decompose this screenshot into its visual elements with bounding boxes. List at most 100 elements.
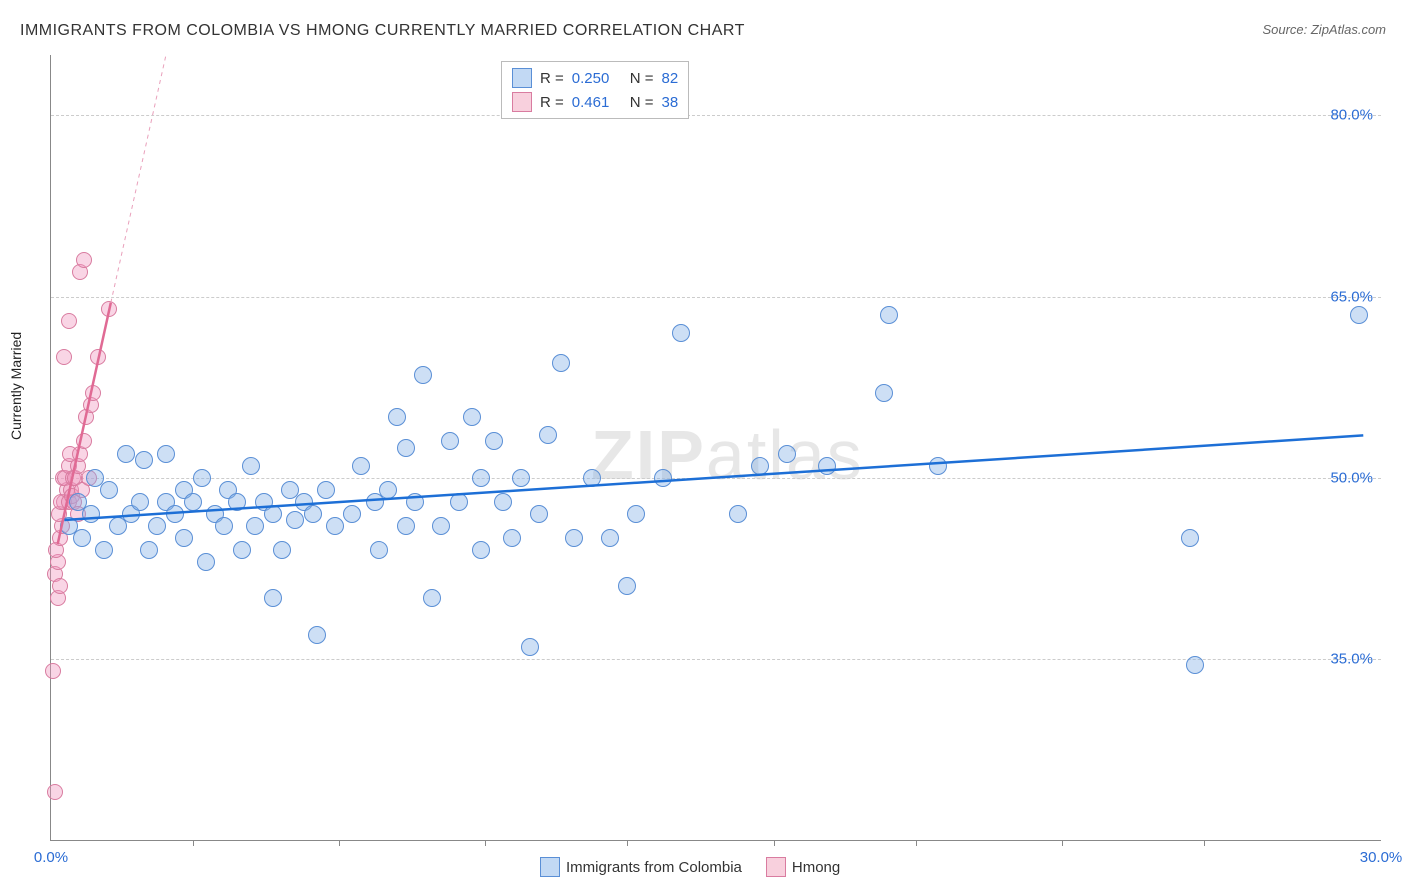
data-point-blue: [193, 469, 211, 487]
data-point-blue: [494, 493, 512, 511]
data-point-blue: [197, 553, 215, 571]
data-point-blue: [627, 505, 645, 523]
data-point-blue: [317, 481, 335, 499]
data-point-blue: [370, 541, 388, 559]
data-point-blue: [751, 457, 769, 475]
data-point-blue: [397, 517, 415, 535]
data-point-pink: [47, 784, 63, 800]
x-tick-label: 0.0%: [34, 849, 68, 866]
x-tick: [774, 840, 775, 846]
data-point-blue: [100, 481, 118, 499]
legend-label-blue: Immigrants from Colombia: [566, 859, 742, 876]
r-label: R =: [540, 94, 564, 111]
x-tick: [1062, 840, 1063, 846]
data-point-blue: [530, 505, 548, 523]
legend-item-pink: Hmong: [766, 857, 840, 877]
data-point-blue: [818, 457, 836, 475]
data-point-blue: [175, 529, 193, 547]
data-point-blue: [503, 529, 521, 547]
swatch-pink-icon: [512, 92, 532, 112]
data-point-blue: [233, 541, 251, 559]
n-label: N =: [630, 70, 654, 87]
data-point-blue: [242, 457, 260, 475]
data-point-blue: [1350, 306, 1368, 324]
data-point-blue: [184, 493, 202, 511]
data-point-pink: [101, 301, 117, 317]
swatch-blue-icon: [512, 68, 532, 88]
data-point-pink: [45, 663, 61, 679]
data-point-blue: [875, 384, 893, 402]
data-point-blue: [472, 541, 490, 559]
y-axis-label: Currently Married: [8, 332, 24, 440]
plot-area: ZIPatlas 35.0%50.0%65.0%80.0% 0.0%30.0% …: [50, 55, 1381, 841]
data-point-blue: [379, 481, 397, 499]
data-point-pink: [76, 252, 92, 268]
x-tick: [485, 840, 486, 846]
data-point-blue: [388, 408, 406, 426]
data-point-blue: [432, 517, 450, 535]
y-tick-label: 80.0%: [1330, 107, 1373, 124]
data-point-blue: [166, 505, 184, 523]
chart-title: IMMIGRANTS FROM COLOMBIA VS HMONG CURREN…: [20, 22, 745, 40]
gridline: [51, 115, 1381, 116]
x-tick: [627, 840, 628, 846]
data-point-pink: [90, 349, 106, 365]
data-point-blue: [82, 505, 100, 523]
data-point-blue: [729, 505, 747, 523]
data-point-blue: [352, 457, 370, 475]
x-tick: [339, 840, 340, 846]
data-point-blue: [565, 529, 583, 547]
data-point-blue: [472, 469, 490, 487]
data-point-blue: [148, 517, 166, 535]
data-point-pink: [76, 433, 92, 449]
data-point-blue: [450, 493, 468, 511]
x-tick: [916, 840, 917, 846]
data-point-blue: [618, 577, 636, 595]
data-point-blue: [95, 541, 113, 559]
data-point-blue: [778, 445, 796, 463]
swatch-blue-icon: [540, 857, 560, 877]
data-point-blue: [880, 306, 898, 324]
y-tick-label: 65.0%: [1330, 288, 1373, 305]
data-point-blue: [264, 505, 282, 523]
data-point-blue: [397, 439, 415, 457]
data-point-blue: [157, 445, 175, 463]
data-point-blue: [654, 469, 672, 487]
y-tick-label: 35.0%: [1330, 650, 1373, 667]
data-point-blue: [308, 626, 326, 644]
x-tick: [1204, 840, 1205, 846]
data-point-blue: [343, 505, 361, 523]
data-point-blue: [423, 589, 441, 607]
data-point-blue: [521, 638, 539, 656]
data-point-blue: [406, 493, 424, 511]
legend-row-blue: R = 0.250 N = 82: [512, 66, 678, 90]
trend-line: [111, 55, 193, 303]
data-point-blue: [73, 529, 91, 547]
data-point-blue: [463, 408, 481, 426]
data-point-blue: [539, 426, 557, 444]
r-value-pink: 0.461: [572, 94, 622, 111]
data-point-blue: [131, 493, 149, 511]
gridline: [51, 478, 1381, 479]
data-point-blue: [552, 354, 570, 372]
n-label: N =: [630, 94, 654, 111]
data-point-blue: [485, 432, 503, 450]
data-point-blue: [215, 517, 233, 535]
r-label: R =: [540, 70, 564, 87]
data-point-pink: [61, 313, 77, 329]
r-value-blue: 0.250: [572, 70, 622, 87]
gridline: [51, 659, 1381, 660]
data-point-blue: [326, 517, 344, 535]
data-point-blue: [414, 366, 432, 384]
legend-row-pink: R = 0.461 N = 38: [512, 90, 678, 114]
data-point-blue: [117, 445, 135, 463]
source-credit: Source: ZipAtlas.com: [1262, 22, 1386, 37]
data-point-blue: [583, 469, 601, 487]
correlation-legend: R = 0.250 N = 82 R = 0.461 N = 38: [501, 61, 689, 119]
data-point-pink: [85, 385, 101, 401]
data-point-blue: [286, 511, 304, 529]
data-point-blue: [672, 324, 690, 342]
data-point-blue: [246, 517, 264, 535]
watermark: ZIPatlas: [591, 415, 864, 495]
data-point-blue: [135, 451, 153, 469]
